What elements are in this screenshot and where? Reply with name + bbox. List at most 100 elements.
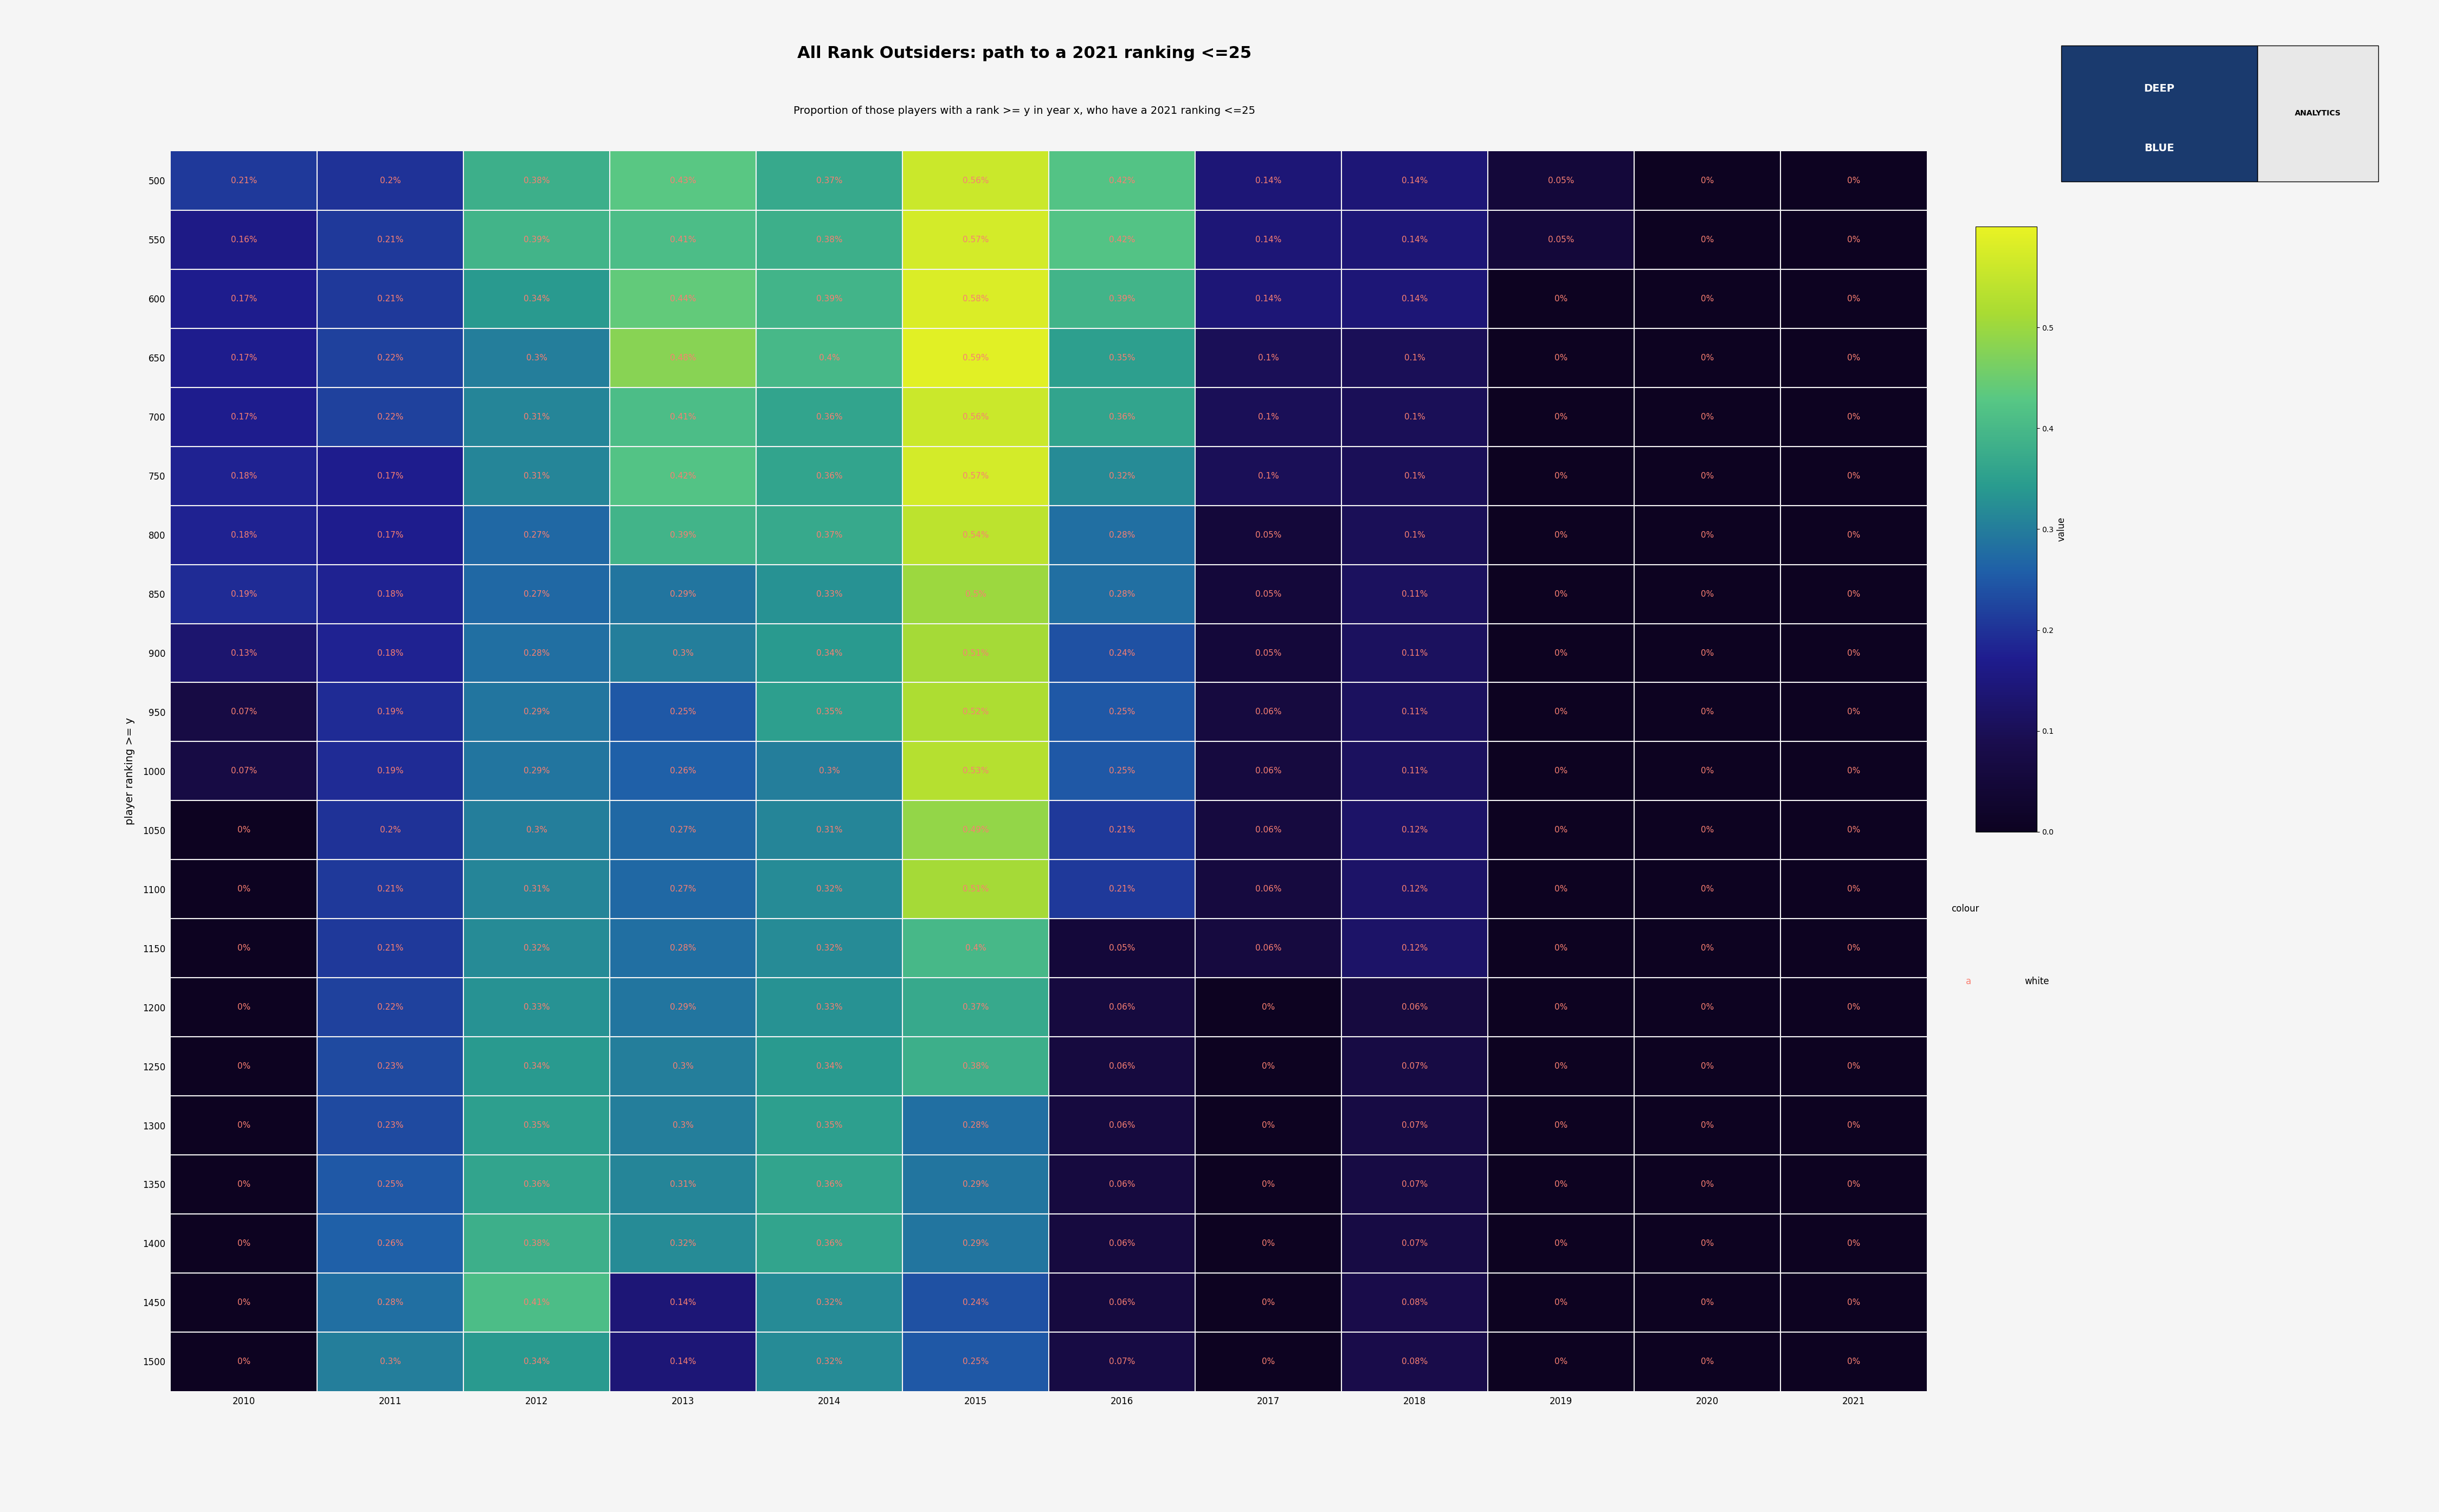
Text: 0.14%: 0.14% (1402, 177, 1427, 184)
Text: All Rank Outsiders: path to a 2021 ranking <=25: All Rank Outsiders: path to a 2021 ranki… (798, 45, 1251, 60)
Text: 0.28%: 0.28% (1110, 531, 1134, 538)
Text: 0.34%: 0.34% (524, 295, 549, 302)
Text: 0.38%: 0.38% (524, 177, 549, 184)
Text: 0.48%: 0.48% (671, 354, 695, 361)
Text: 0.42%: 0.42% (671, 472, 695, 479)
Bar (1634, 387, 1780, 446)
Bar (610, 387, 756, 446)
Bar (1195, 151, 1341, 210)
Text: 0.3%: 0.3% (527, 354, 546, 361)
Text: 0%: 0% (1700, 295, 1715, 302)
Bar (463, 682, 610, 741)
Text: 0.11%: 0.11% (1402, 767, 1427, 776)
Text: 0%: 0% (1554, 1063, 1568, 1070)
Text: 0%: 0% (1554, 1004, 1568, 1012)
Bar (1780, 801, 1927, 860)
Bar (463, 801, 610, 860)
Text: 0.05%: 0.05% (1549, 177, 1573, 184)
Text: 0.25%: 0.25% (1110, 708, 1134, 717)
Text: 0.27%: 0.27% (524, 531, 549, 538)
Bar (1780, 564, 1927, 623)
Bar (756, 328, 902, 387)
Bar (756, 505, 902, 564)
Bar (1049, 446, 1195, 505)
Text: 0.18%: 0.18% (378, 590, 402, 599)
Text: 0.27%: 0.27% (671, 826, 695, 835)
Bar (171, 682, 317, 741)
Text: 0.26%: 0.26% (378, 1240, 402, 1247)
Text: 0.14%: 0.14% (671, 1299, 695, 1306)
Text: 0.32%: 0.32% (817, 1358, 841, 1365)
Text: 0.14%: 0.14% (1402, 236, 1427, 243)
Bar (1780, 1273, 1927, 1332)
Bar (463, 978, 610, 1037)
Bar (1195, 1273, 1341, 1332)
Text: 0.36%: 0.36% (817, 1181, 841, 1188)
Bar (1195, 1155, 1341, 1214)
Bar (902, 801, 1049, 860)
Bar (317, 919, 463, 978)
Text: 0%: 0% (1700, 236, 1715, 243)
Text: 0.11%: 0.11% (1402, 649, 1427, 658)
Text: 0%: 0% (1554, 1181, 1568, 1188)
Bar (1488, 682, 1634, 741)
Bar (1780, 328, 1927, 387)
Text: 0.3%: 0.3% (527, 826, 546, 835)
Bar (463, 1332, 610, 1391)
Text: 0.51%: 0.51% (963, 885, 988, 894)
Text: 0%: 0% (1554, 708, 1568, 717)
Bar (1780, 1155, 1927, 1214)
Bar (1780, 387, 1927, 446)
Text: 0.24%: 0.24% (963, 1299, 988, 1306)
Bar (1780, 623, 1927, 682)
Bar (317, 1037, 463, 1096)
Text: 0.28%: 0.28% (378, 1299, 402, 1306)
Bar (1195, 505, 1341, 564)
Text: 0.3%: 0.3% (673, 1063, 693, 1070)
Bar (1341, 269, 1488, 328)
Text: 0.14%: 0.14% (671, 1358, 695, 1365)
Bar (756, 1332, 902, 1391)
Bar (1341, 741, 1488, 801)
Text: 0.1%: 0.1% (1405, 354, 1424, 361)
Text: 0.11%: 0.11% (1402, 590, 1427, 599)
Text: 0.34%: 0.34% (817, 649, 841, 658)
Bar (1488, 978, 1634, 1037)
Text: 0.5%: 0.5% (966, 590, 985, 599)
Bar (1488, 387, 1634, 446)
Text: a: a (1966, 977, 1971, 986)
Text: 0%: 0% (1700, 708, 1715, 717)
Text: 0.12%: 0.12% (1402, 826, 1427, 835)
Bar (1488, 623, 1634, 682)
Bar (1780, 151, 1927, 210)
Text: 0.37%: 0.37% (817, 531, 841, 538)
Bar (902, 978, 1049, 1037)
Bar (902, 564, 1049, 623)
Bar (610, 919, 756, 978)
Bar (1341, 1155, 1488, 1214)
Text: 0%: 0% (1846, 1299, 1861, 1306)
Text: 0.27%: 0.27% (671, 885, 695, 894)
Text: 0.25%: 0.25% (378, 1181, 402, 1188)
Bar (902, 1332, 1049, 1391)
Text: 0.23%: 0.23% (378, 1063, 402, 1070)
Text: 0%: 0% (1846, 885, 1861, 894)
Bar (1049, 741, 1195, 801)
Bar (1488, 269, 1634, 328)
Text: 0.52%: 0.52% (963, 708, 988, 717)
Bar (171, 446, 317, 505)
Bar (610, 978, 756, 1037)
Text: 0.07%: 0.07% (1402, 1063, 1427, 1070)
Text: 0%: 0% (1846, 1063, 1861, 1070)
Text: 0.1%: 0.1% (1405, 472, 1424, 479)
Bar (902, 328, 1049, 387)
Text: 0%: 0% (1554, 531, 1568, 538)
Bar (1634, 1214, 1780, 1273)
Text: 0.25%: 0.25% (963, 1358, 988, 1365)
Bar (1341, 801, 1488, 860)
Bar (463, 505, 610, 564)
Text: 0%: 0% (1700, 767, 1715, 776)
Bar (1780, 682, 1927, 741)
Text: 0%: 0% (1846, 295, 1861, 302)
Text: 0%: 0% (1554, 1240, 1568, 1247)
